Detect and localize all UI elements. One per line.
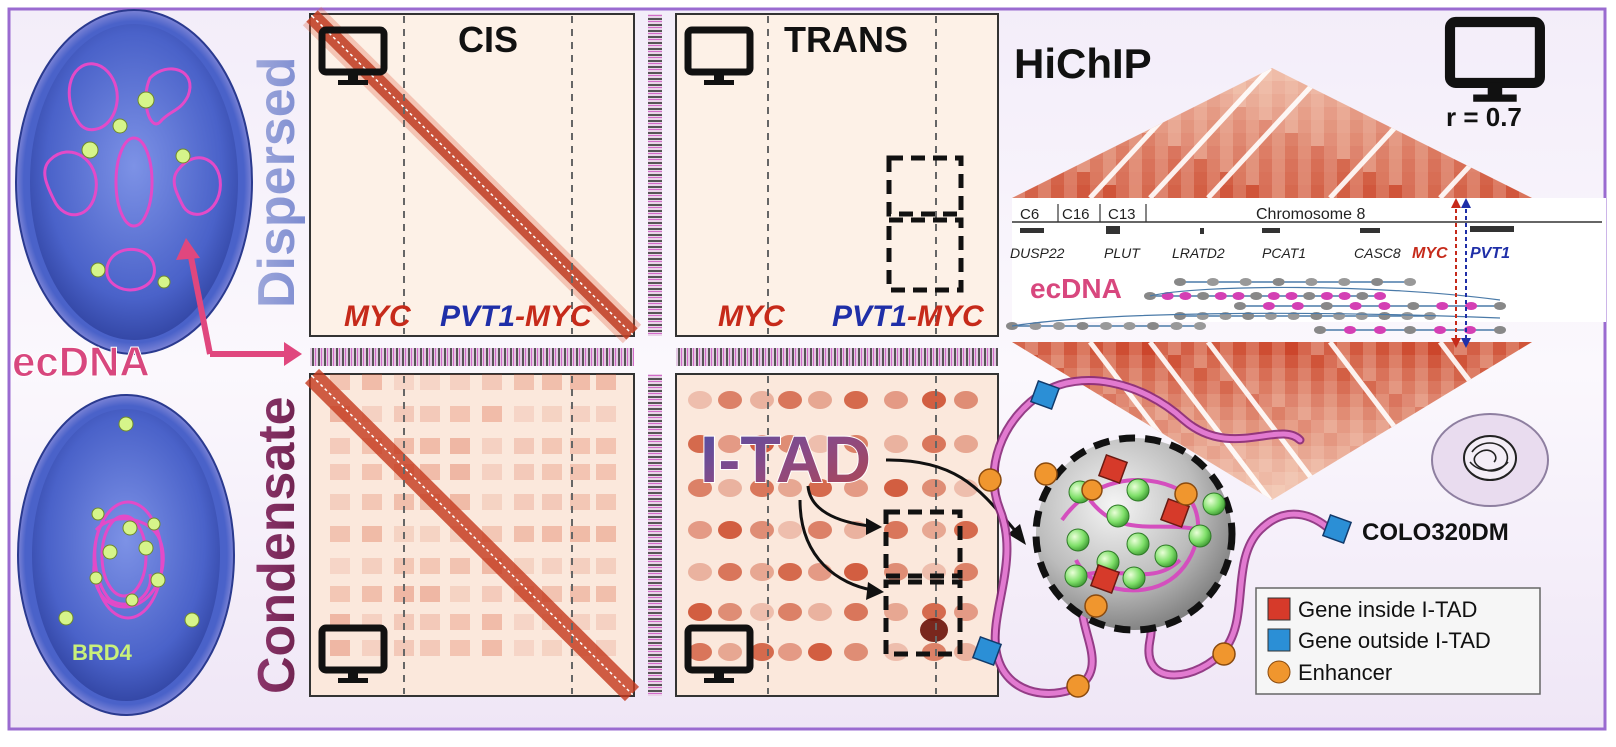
monitor-icon [1444, 16, 1545, 102]
legend: Gene inside I-TAD Gene outside I-TAD Enh… [1255, 587, 1541, 695]
track-stripe-cis [310, 348, 634, 366]
chromosome-track [1012, 198, 1606, 322]
gene-myc: MYC [1412, 245, 1448, 262]
track-stripe-side-bottom [648, 374, 662, 696]
heatmap-cis-dispersed [302, 6, 642, 344]
myc-pvt1-markers [1451, 198, 1471, 348]
label-dispersed: Dispersed [248, 57, 306, 308]
track-stripe-trans [676, 348, 998, 366]
label-myc-trans: MYC [718, 300, 786, 333]
gene-dusp22: DUSP22 [1010, 245, 1065, 261]
monitor-icon [684, 26, 754, 85]
cell-icon [1431, 413, 1549, 507]
cell-line-label: COLO320DM [1362, 519, 1509, 546]
label-pvt1: PVT1 [440, 300, 515, 333]
gene-pcat1: PCAT1 [1262, 245, 1306, 261]
nucleus-condensate: BRD4 [17, 394, 235, 716]
heatmap-cis-condensate [304, 368, 640, 702]
monitor-icon [684, 624, 754, 683]
contig-c6: C6 [1020, 206, 1039, 223]
heatmap-trans-condensate [675, 373, 999, 697]
title-cis: CIS [458, 19, 518, 60]
label-pvt1-myc-cis: PVT1-MYC [440, 300, 593, 333]
nucleus-dispersed [15, 9, 253, 355]
monitor-icon [318, 624, 388, 683]
gene-plut: PLUT [1104, 245, 1141, 261]
contig-c13: C13 [1108, 206, 1136, 223]
contig-c16: C16 [1062, 206, 1090, 223]
label-dash-myc-2: -MYC [907, 300, 985, 333]
gene-casc8: CASC8 [1354, 245, 1401, 261]
brd4-label: BRD4 [72, 640, 133, 665]
label-condensate: Condensate [248, 396, 306, 694]
arrow-icon [176, 238, 302, 366]
hichip-title: HiChIP [1014, 40, 1152, 87]
legend-label-gene-outside: Gene outside I-TAD [1298, 628, 1491, 653]
r-value: r = 0.7 [1446, 102, 1522, 132]
monitor-icon [318, 26, 388, 85]
title-trans: TRANS [784, 19, 908, 60]
label-dash-myc: -MYC [515, 300, 593, 333]
ecdna-reads [1006, 278, 1506, 334]
legend-label-gene-inside: Gene inside I-TAD [1298, 597, 1477, 622]
legend-marker-gene-inside [1267, 597, 1291, 621]
heatmap-trans-dispersed [675, 13, 999, 337]
legend-marker-gene-outside [1267, 628, 1291, 652]
condensate-hub [971, 376, 1353, 698]
ecdna-label: ecDNA [12, 338, 150, 385]
label-myc-cis: MYC [344, 300, 412, 333]
label-pvt1-2: PVT1 [832, 300, 907, 333]
track-stripe-side-top [648, 14, 662, 336]
legend-marker-enhancer [1267, 660, 1291, 684]
itad-label: I-TAD [700, 422, 871, 496]
itad-arrowheads [866, 518, 1026, 600]
chromosome-label: Chromosome 8 [1256, 206, 1365, 223]
ecdna-track-label: ecDNA [1030, 273, 1122, 304]
gene-lratd2: LRATD2 [1172, 245, 1225, 261]
gene-pvt1: PVT1 [1470, 245, 1510, 262]
label-pvt1-myc-trans: PVT1-MYC [832, 300, 985, 333]
legend-label-enhancer: Enhancer [1298, 660, 1392, 685]
